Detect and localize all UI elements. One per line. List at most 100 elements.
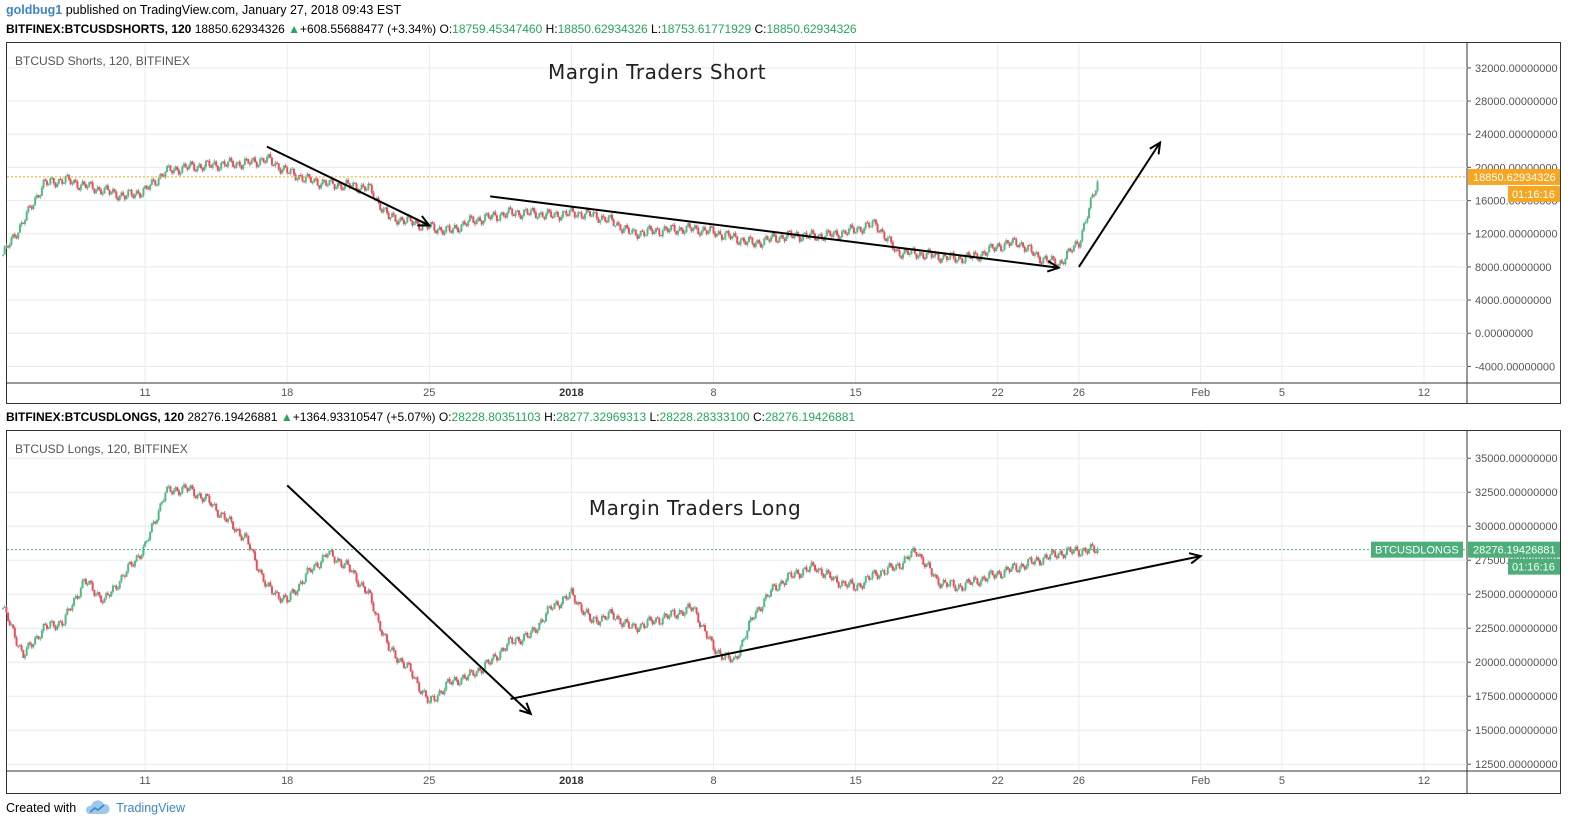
candle-body: [825, 230, 828, 237]
shorts-chart-panel[interactable]: 11 18 25 2018 8 15 22 26 Feb 5 12 32000.00000000 280…: [2, 42, 1561, 404]
candle-body: [2, 607, 4, 609]
candle-body: [1006, 566, 1009, 570]
candle-body: [756, 240, 759, 243]
candle-body: [355, 573, 358, 582]
candle-body: [852, 227, 855, 233]
y-tick-label: 22500.00000000: [1475, 623, 1558, 635]
candle-body: [238, 529, 241, 536]
candle-body: [700, 230, 703, 236]
candle-body: [221, 161, 224, 163]
candle-body: [825, 570, 828, 575]
candle-body: [320, 184, 323, 189]
candle-body: [1005, 240, 1008, 244]
candle-body: [961, 586, 964, 591]
candle-body: [199, 493, 202, 499]
candle-body: [1044, 554, 1047, 558]
candle-body: [700, 625, 703, 627]
candle-body: [621, 230, 624, 233]
candle-body: [22, 649, 25, 658]
candle-body: [183, 484, 186, 487]
candle-body: [602, 615, 605, 617]
candle-body: [896, 563, 899, 565]
candle-body: [69, 609, 72, 611]
candle-body: [172, 169, 175, 174]
x-tick-label: 8: [710, 387, 716, 399]
candle-body: [524, 633, 527, 635]
candle-body: [942, 254, 945, 259]
candle-body: [670, 610, 673, 616]
candle-body: [301, 581, 304, 584]
candle-body: [616, 616, 619, 620]
candle-body: [414, 677, 417, 679]
author-link[interactable]: goldbug1: [6, 3, 63, 17]
candle-body: [140, 554, 143, 559]
candle-body: [386, 634, 389, 643]
candle-body: [262, 158, 265, 162]
candle-body: [763, 598, 766, 608]
candle-body: [996, 243, 999, 248]
candle-body: [986, 252, 989, 256]
candle-body: [507, 207, 510, 213]
candle-body: [57, 179, 60, 184]
candle-body: [470, 215, 473, 217]
candle-body: [260, 570, 263, 574]
candle-body: [660, 235, 663, 237]
candle-body: [1045, 554, 1048, 558]
candle-body: [401, 217, 404, 220]
longs-chart[interactable]: 11 18 25 2018 8 15 22 26 Feb 5 12 35000.00000000 325…: [2, 431, 1560, 793]
candle-body: [654, 228, 657, 233]
candle-body: [536, 629, 539, 633]
candle-body: [384, 633, 387, 635]
shorts-chart[interactable]: 11 18 25 2018 8 15 22 26 Feb 5 12 32000.00000000 280…: [2, 43, 1560, 403]
candle-body: [722, 658, 725, 660]
candle-body: [8, 621, 11, 625]
candle-body: [157, 510, 160, 521]
candle-body: [893, 249, 896, 252]
candle-body: [144, 185, 147, 189]
candle-body: [824, 574, 827, 578]
candle-body: [1011, 563, 1014, 569]
candle-body: [489, 217, 492, 220]
candle-body: [670, 224, 673, 231]
candle-body: [299, 174, 302, 176]
candle-body: [277, 163, 280, 170]
candle-body: [907, 556, 910, 560]
candle-body: [501, 212, 504, 215]
candle-body: [519, 641, 522, 645]
candle-body: [617, 616, 620, 619]
candle-body: [147, 539, 150, 542]
candle-body: [429, 696, 432, 703]
candle-body: [166, 486, 169, 493]
candle-body: [179, 172, 182, 175]
tradingview-link[interactable]: TradingView: [84, 800, 185, 815]
candle-body: [8, 244, 11, 248]
candle-body: [360, 582, 363, 585]
candle-body: [707, 637, 710, 639]
candle-body: [891, 565, 894, 571]
candle-body: [781, 580, 784, 584]
y-tick-label: 4000.00000000: [1475, 295, 1551, 307]
candle-body: [194, 170, 197, 172]
candle-body: [303, 581, 306, 584]
candle-body: [1066, 548, 1069, 555]
longs-change: +1364.93310547 (+5.07%): [292, 410, 436, 424]
candle-body: [648, 616, 651, 620]
candle-body: [103, 598, 106, 603]
candle-body: [71, 605, 74, 611]
trend-arrow-line: [510, 555, 1201, 700]
y-tick-label: 35000.00000000: [1475, 453, 1558, 465]
candle-body: [49, 621, 52, 628]
candle-body: [289, 593, 292, 601]
candle-body: [864, 222, 867, 229]
candle-body: [930, 252, 933, 258]
candle-body: [20, 222, 23, 225]
candle-body: [137, 190, 140, 194]
candle-body: [712, 640, 715, 650]
candle-body: [333, 556, 336, 563]
candle-body: [1047, 557, 1050, 560]
candle-body: [51, 621, 54, 623]
candle-body: [443, 689, 446, 695]
longs-chart-panel[interactable]: 11 18 25 2018 8 15 22 26 Feb 5 12 35000.00000000 325…: [2, 430, 1561, 794]
candle-body: [150, 523, 153, 533]
x-tick-label: 5: [1279, 775, 1285, 787]
